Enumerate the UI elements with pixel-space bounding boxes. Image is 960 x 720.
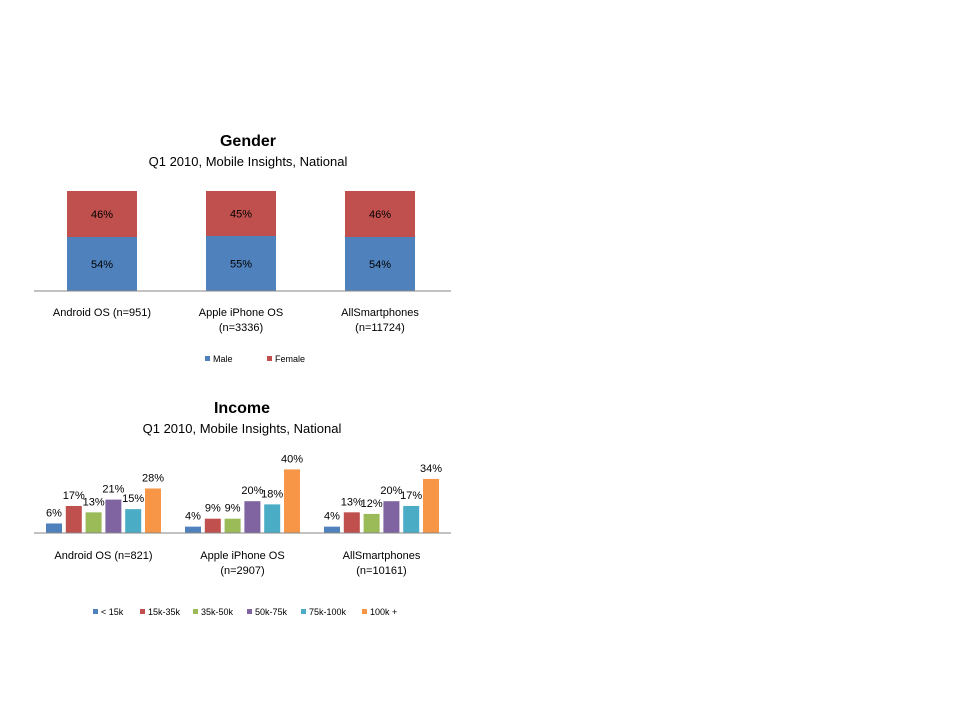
gender-legend-swatch-female xyxy=(267,356,272,361)
income-legend-swatch-35k-50k xyxy=(193,609,198,614)
income-legend-label-35k-50k: 35k-50k xyxy=(201,607,234,617)
gender-chart-title: Gender xyxy=(220,133,276,150)
gender-tick-label-2: Apple iPhone OS xyxy=(199,307,283,319)
income-tick-label-2: (n=2907) xyxy=(220,565,264,577)
gender-data-label-male-3: 54% xyxy=(369,259,391,271)
income-data-label-35k-50k-3: 12% xyxy=(361,498,383,510)
income-legend-label-75k-100k: 75k-100k xyxy=(309,607,347,617)
gender-bars: 54% 46% 55% 45% 54% 46% xyxy=(67,191,415,291)
income-data-label-15k-35k-2: 9% xyxy=(205,503,221,515)
gender-data-label-male-1: 54% xyxy=(91,259,113,271)
income-bar-15k-35k-1 xyxy=(65,505,82,533)
income-bar-35k-50k-2 xyxy=(224,518,241,533)
income-tick-label-3: AllSmartphones xyxy=(343,550,421,562)
income-bar-15k-3 xyxy=(324,526,340,533)
income-data-label-75k-100k-1: 15% xyxy=(122,493,144,505)
income-data-label-35k-50k-1: 13% xyxy=(83,496,105,508)
income-legend-swatch-15k-35k xyxy=(140,609,145,614)
income-bar-50k-75k-1 xyxy=(105,499,122,533)
income-tick-label-1: Android OS (n=821) xyxy=(54,550,152,562)
income-tick-labels: Android OS (n=821) Apple iPhone OS (n=2907… xyxy=(54,550,420,577)
gender-tick-labels: Android OS (n=951) Apple iPhone OS (n=3336… xyxy=(53,307,419,334)
income-legend-label-100k: 100k + xyxy=(370,607,397,617)
income-data-label-100k-2: 40% xyxy=(281,453,303,465)
gender-legend-swatch-male xyxy=(205,356,210,361)
income-legend-label-15k-35k: 15k-35k xyxy=(148,607,181,617)
income-data-label-35k-50k-2: 9% xyxy=(225,503,241,515)
income-bar-35k-50k-3 xyxy=(363,513,380,533)
income-data-label-15k-2: 4% xyxy=(185,511,201,523)
income-bar-50k-75k-2 xyxy=(244,501,261,533)
gender-data-label-male-2: 55% xyxy=(230,259,252,271)
income-bar-75k-100k-1 xyxy=(125,509,142,533)
income-bar-15k-35k-2 xyxy=(204,518,221,533)
income-bar-75k-100k-3 xyxy=(403,505,420,533)
income-data-label-15k-1: 6% xyxy=(46,507,62,519)
gender-bar-female-1 xyxy=(67,191,137,237)
income-legend-swatch-15k xyxy=(93,609,98,614)
income-data-label-100k-1: 28% xyxy=(142,472,164,484)
gender-bar-female-2 xyxy=(206,191,276,236)
income-chart-subtitle: Q1 2010, Mobile Insights, National xyxy=(143,421,342,436)
income-legend-label-50k-75k: 50k-75k xyxy=(255,607,288,617)
income-chart: Income Q1 2010, Mobile Insights, Nationa… xyxy=(34,400,451,617)
income-data-label-50k-75k-2: 20% xyxy=(241,485,263,497)
income-legend: < 15k 15k-35k 35k-50k 50k-75k 75k-100k 100k + xyxy=(93,607,397,617)
income-data-label-15k-35k-1: 17% xyxy=(63,490,85,502)
income-data-label-15k-3: 4% xyxy=(324,511,340,523)
gender-bar-male-1 xyxy=(67,237,137,291)
income-data-label-100k-3: 34% xyxy=(420,463,442,475)
gender-tick-label-2: (n=3336) xyxy=(219,322,263,334)
gender-data-label-female-3: 46% xyxy=(369,209,391,221)
income-bar-15k-2 xyxy=(185,526,201,533)
income-bar-50k-75k-3 xyxy=(383,501,400,533)
income-bar-75k-100k-2 xyxy=(264,504,281,533)
gender-tick-label-1: Android OS (n=951) xyxy=(53,307,151,319)
income-chart-title: Income xyxy=(214,400,270,417)
gender-tick-label-3: (n=11724) xyxy=(355,322,405,334)
income-legend-label-15k: < 15k xyxy=(101,607,124,617)
gender-data-label-female-1: 46% xyxy=(91,209,113,221)
gender-tick-label-3: AllSmartphones xyxy=(341,307,419,319)
income-bar-35k-50k-1 xyxy=(85,512,102,533)
income-tick-label-2: Apple iPhone OS xyxy=(200,550,284,562)
gender-bar-female-3 xyxy=(345,191,415,237)
gender-legend: Male Female xyxy=(205,354,305,364)
income-legend-swatch-50k-75k xyxy=(247,609,252,614)
income-bar-15k-35k-3 xyxy=(343,512,360,533)
income-bar-100k-2 xyxy=(284,469,300,533)
income-legend-swatch-75k-100k xyxy=(301,609,306,614)
gender-bar-male-2 xyxy=(206,236,276,291)
income-tick-label-3: (n=10161) xyxy=(356,565,406,577)
gender-chart: Gender Q1 2010, Mobile Insights, Nationa… xyxy=(34,133,451,364)
income-legend-swatch-100k xyxy=(362,609,367,614)
income-bar-100k-1 xyxy=(145,488,161,533)
gender-legend-label-male: Male xyxy=(213,354,233,364)
gender-legend-label-female: Female xyxy=(275,354,305,364)
income-bar-15k-1 xyxy=(46,523,62,533)
income-bars: 6%17%13%21%15%28%4%9% 9%20%18%40%4%13%12%… xyxy=(46,453,442,533)
income-bar-100k-3 xyxy=(423,478,439,533)
gender-chart-subtitle: Q1 2010, Mobile Insights, National xyxy=(149,154,348,169)
income-data-label-75k-100k-3: 17% xyxy=(400,490,422,502)
income-data-label-75k-100k-2: 18% xyxy=(261,488,283,500)
income-data-label-50k-75k-3: 20% xyxy=(380,485,402,497)
gender-bar-male-3 xyxy=(345,237,415,291)
gender-data-label-female-2: 45% xyxy=(230,209,252,221)
income-data-label-15k-35k-3: 13% xyxy=(341,496,363,508)
income-data-label-50k-75k-1: 21% xyxy=(102,484,124,496)
